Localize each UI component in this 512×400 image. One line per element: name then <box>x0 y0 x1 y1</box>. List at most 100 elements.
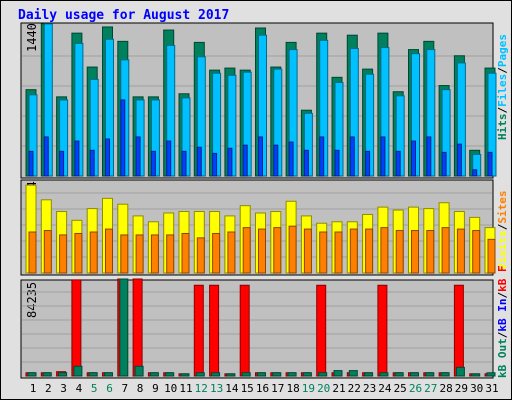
bar-sites-day-8 <box>135 234 144 274</box>
x-tick-label: 6 <box>106 382 113 395</box>
legend-entry: Sites <box>496 191 509 224</box>
bar-kb-out-day-29 <box>455 366 465 377</box>
bar-sites-day-14 <box>227 231 236 274</box>
bar-pages-day-20 <box>319 136 325 177</box>
bar-pages-day-2 <box>43 136 49 177</box>
bar-sites-day-11 <box>181 232 190 274</box>
x-tick-label: 20 <box>317 382 330 395</box>
legend-entry: kB F <box>496 265 509 292</box>
bar-kb-f-day-12 <box>193 284 204 377</box>
bar-kb-out-day-31 <box>486 372 496 377</box>
bar-kb-f-day-24 <box>377 284 388 377</box>
bar-kb-out-day-12 <box>195 372 205 377</box>
bar-sites-day-21 <box>334 231 343 274</box>
x-tick-label: 19 <box>302 382 315 395</box>
legend-entry: / <box>496 331 509 338</box>
bar-pages-day-25 <box>395 150 401 177</box>
bar-pages-day-15 <box>242 144 248 177</box>
bar-pages-day-19 <box>303 149 309 177</box>
x-tick-label: 3 <box>60 382 67 395</box>
x-tick-label: 12 <box>195 382 208 395</box>
bar-sites-day-9 <box>150 234 159 274</box>
bar-pages-day-13 <box>212 152 218 177</box>
bar-sites-day-2 <box>43 230 52 274</box>
legend-hits-files-pages: Hits/Files/Pages <box>496 34 509 140</box>
bar-sites-day-6 <box>105 228 113 274</box>
legend-entry: kB Out <box>496 338 509 378</box>
x-tick-label: 9 <box>152 382 159 395</box>
x-tick-label: 17 <box>271 382 284 395</box>
bar-kb-out-day-21 <box>333 370 343 377</box>
bar-sites-day-31 <box>487 238 496 274</box>
bar-kb-out-day-3 <box>58 372 68 377</box>
bar-pages-day-16 <box>258 136 263 177</box>
bar-pages-day-24 <box>380 136 386 177</box>
bar-kb-f-day-13 <box>209 284 220 377</box>
bar-kb-out-day-27 <box>425 372 435 377</box>
legend-visits-sites: Visits/Sites <box>496 191 509 271</box>
bar-kb-out-day-15 <box>241 372 251 377</box>
axis-max-hits: 1440 <box>25 23 39 52</box>
bar-sites-day-24 <box>380 227 389 274</box>
bar-sites-day-25 <box>395 230 404 274</box>
bar-kb-out-day-30 <box>471 373 481 377</box>
legend-entry: / <box>496 107 509 114</box>
x-tick-label: 31 <box>485 382 498 395</box>
x-tick-label: 30 <box>470 382 483 395</box>
bar-kb-out-day-10 <box>165 372 175 377</box>
bar-pages-day-31 <box>487 151 493 177</box>
panel-kbin-kbout <box>20 279 494 379</box>
x-tick-label: 4 <box>76 382 83 395</box>
legend-entry: / <box>496 67 509 74</box>
axis-max-kb: 84235 <box>25 282 39 318</box>
legend-entry: Files <box>496 74 509 107</box>
bar-pages-day-23 <box>365 150 371 177</box>
x-tick-label: 18 <box>286 382 299 395</box>
bar-pages-day-28 <box>441 151 447 177</box>
bar-sites-day-7 <box>120 234 129 274</box>
bar-kb-out-day-24 <box>379 372 389 377</box>
bar-sites-day-19 <box>303 228 312 274</box>
bar-sites-day-30 <box>472 230 481 274</box>
x-tick-label: 29 <box>455 382 468 395</box>
bar-sites-day-3 <box>59 234 68 274</box>
bar-sites-day-15 <box>242 227 251 274</box>
bar-sites-day-16 <box>258 228 266 274</box>
legend-entry: / <box>496 223 509 230</box>
bar-kb-f-day-29 <box>453 284 464 377</box>
bar-pages-day-10 <box>166 140 172 177</box>
bar-pages-day-29 <box>456 143 462 177</box>
x-tick-label: 16 <box>256 382 269 395</box>
bar-kb-out-day-20 <box>318 372 328 377</box>
legend-entry: Visits <box>496 230 509 270</box>
bar-kb-out-day-13 <box>211 372 221 377</box>
bar-sites-day-13 <box>212 232 221 274</box>
x-tick-label: 21 <box>332 382 345 395</box>
bar-kb-out-day-7 <box>119 278 129 377</box>
bar-sites-day-1 <box>28 231 37 274</box>
bar-sites-day-23 <box>365 228 374 274</box>
bar-sites-day-12 <box>196 237 205 274</box>
x-tick-label: 27 <box>424 382 437 395</box>
x-tick-label: 24 <box>378 382 392 395</box>
bar-sites-day-20 <box>319 231 328 274</box>
x-tick-label: 28 <box>439 382 452 395</box>
x-tick-label: 10 <box>164 382 177 395</box>
bar-kb-out-day-1 <box>27 372 37 377</box>
legend-entry: kB In <box>496 299 509 332</box>
bar-kb-out-day-14 <box>226 373 236 377</box>
bar-sites-day-10 <box>166 234 175 274</box>
x-tick-label: 11 <box>179 382 192 395</box>
x-tick-label: 25 <box>394 382 407 395</box>
bar-sites-day-18 <box>288 225 297 274</box>
x-tick-label: 5 <box>91 382 98 395</box>
bar-pages-day-8 <box>135 136 141 177</box>
bar-kb-out-day-4 <box>73 365 83 377</box>
bar-pages-day-30 <box>472 169 478 177</box>
bar-kb-out-day-17 <box>272 372 282 377</box>
bar-kb-f-day-20 <box>316 284 327 377</box>
bar-pages-day-27 <box>426 136 432 177</box>
x-tick-label: 13 <box>210 382 223 395</box>
